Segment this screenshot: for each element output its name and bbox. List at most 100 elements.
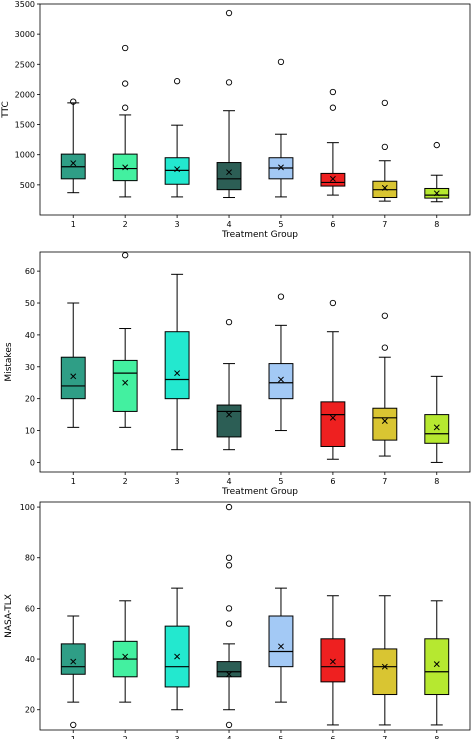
mean-marker-stroke — [226, 411, 232, 418]
y-tick-label: 30 — [25, 363, 35, 372]
box-group-4 — [216, 503, 242, 729]
box-iqr — [320, 401, 346, 447]
x-tick-label: 7 — [382, 735, 387, 739]
box-group-7 — [372, 99, 398, 202]
y-tick-label: 1500 — [15, 121, 35, 130]
x-tick-label: 7 — [382, 477, 387, 486]
x-tick-label: 4 — [226, 477, 231, 486]
y-tick-label: 40 — [25, 331, 35, 340]
x-tick-label: 7 — [382, 220, 387, 229]
box-iqr — [424, 414, 450, 444]
outlier-point — [122, 80, 129, 87]
outlier-point — [122, 104, 129, 111]
box-iqr — [216, 661, 242, 678]
y-tick-label: 60 — [25, 267, 35, 276]
y-tick-label: 60 — [25, 604, 35, 613]
mean-marker — [329, 414, 336, 421]
outlier-point — [225, 318, 233, 326]
mean-marker — [278, 376, 284, 383]
y-tick-label: 10 — [25, 427, 35, 436]
box-iqr — [372, 407, 398, 441]
box-iqr — [320, 172, 346, 187]
outlier-point — [225, 503, 233, 511]
y-axis-label: NASA-TLX — [4, 594, 14, 638]
mean-marker — [433, 424, 440, 431]
x-tick-label: 2 — [123, 735, 128, 739]
box-group-2 — [112, 252, 138, 428]
mean-marker — [226, 411, 232, 418]
x-tick-label: 8 — [434, 220, 439, 229]
outlier-point — [225, 620, 233, 627]
y-tick-label: 500 — [20, 181, 35, 190]
mean-marker-stroke — [433, 661, 440, 668]
mean-marker — [278, 643, 284, 650]
box-group-5 — [268, 293, 294, 432]
x-tick-label: 4 — [226, 220, 231, 229]
mean-marker — [70, 658, 77, 665]
mean-marker — [226, 169, 232, 176]
mean-marker-stroke — [226, 671, 232, 678]
mean-marker-stroke — [122, 379, 129, 386]
box-group-6 — [320, 595, 346, 726]
mean-marker — [433, 661, 440, 668]
mean-marker — [381, 418, 388, 424]
y-tick-label: 1000 — [15, 151, 35, 160]
box-iqr — [268, 363, 294, 400]
mean-marker-stroke — [226, 169, 232, 176]
x-tick-label: 8 — [434, 477, 439, 486]
mean-marker-stroke — [433, 424, 440, 431]
box-group-5 — [268, 587, 294, 703]
box-group-5 — [268, 58, 294, 198]
mean-marker-stroke — [174, 370, 181, 377]
y-tick-label: 50 — [25, 299, 35, 308]
box-iqr — [164, 157, 190, 185]
box-iqr — [164, 331, 190, 400]
outlier-point — [225, 79, 233, 86]
x-tick-label: 2 — [123, 477, 128, 486]
mean-marker-stroke — [381, 418, 388, 424]
box-group-7 — [372, 595, 398, 726]
outlier-point — [225, 9, 233, 17]
y-tick-label: 20 — [25, 395, 35, 404]
outlier-point — [381, 99, 388, 107]
box-iqr — [216, 162, 242, 191]
x-tick-label: 3 — [175, 477, 180, 486]
x-tick-label: 5 — [278, 735, 283, 739]
x-tick-label: 5 — [278, 220, 283, 229]
mean-marker-stroke — [278, 376, 284, 383]
mean-marker — [278, 164, 284, 171]
mean-marker — [70, 160, 77, 167]
mean-marker-stroke — [433, 190, 440, 197]
outlier-point — [381, 344, 388, 351]
x-axis-label: Treatment Group — [221, 230, 298, 240]
x-tick-label: 1 — [71, 477, 76, 486]
y-tick-label: 100 — [20, 503, 35, 512]
box-group-1 — [60, 302, 86, 428]
y-tick-label: 2500 — [15, 60, 35, 69]
mean-marker-stroke — [174, 166, 181, 173]
box-group-4 — [216, 9, 242, 199]
box-group-8 — [424, 375, 450, 463]
mean-marker — [226, 671, 232, 678]
box-iqr — [320, 638, 346, 683]
y-tick-label: 40 — [25, 655, 35, 664]
x-tick-label: 6 — [330, 220, 335, 229]
outlier-point — [122, 44, 129, 52]
outlier-point — [381, 312, 388, 319]
mean-marker-stroke — [278, 164, 284, 171]
plot-frame — [39, 501, 471, 731]
x-tick-label: 3 — [175, 735, 180, 739]
y-axis-label: Mistakes — [4, 342, 14, 381]
box-iqr — [216, 404, 242, 438]
plot-frame — [39, 3, 471, 216]
mean-marker-stroke — [70, 373, 77, 380]
mean-marker-stroke — [381, 663, 388, 670]
mean-marker-stroke — [278, 643, 284, 650]
mean-marker-stroke — [329, 175, 336, 182]
mean-marker-stroke — [70, 160, 77, 167]
box-group-1 — [60, 98, 86, 194]
box-iqr — [424, 638, 450, 696]
chart-panel-2: 0 10 20 30 40 50 60 1 2 3 4 5 6 7 8 Treatment Group Mist… — [4, 251, 471, 497]
outlier-point — [277, 58, 285, 66]
x-tick-label: 8 — [434, 735, 439, 739]
